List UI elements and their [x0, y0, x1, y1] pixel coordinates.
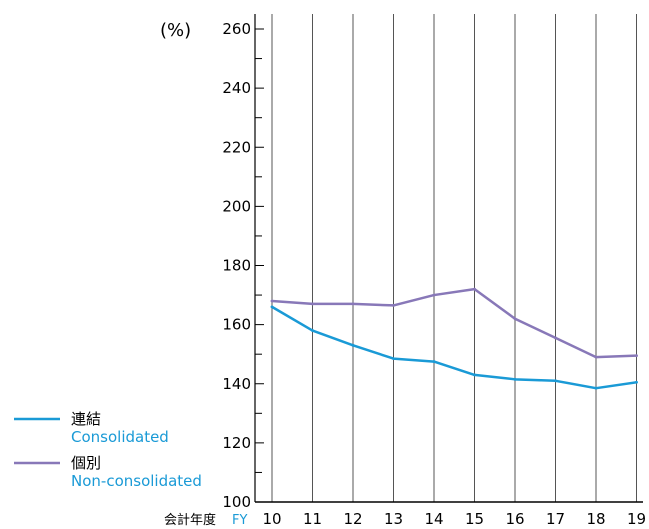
tick-labels: 100 120 140 160 180 200 220 240 260 10 11 12 13 14 15 1…	[222, 20, 646, 528]
legend-non-consolidated-jp: 個別	[71, 454, 101, 472]
data-point	[432, 293, 436, 297]
y-tick-label: 260	[222, 20, 251, 38]
series-line-consolidated	[270, 305, 638, 390]
legend-non-consolidated-en: Non-consolidated	[71, 472, 202, 490]
y-axis	[254, 14, 643, 503]
data-point	[311, 302, 314, 306]
x-tick-label: 16	[505, 510, 524, 528]
x-tick-label: 18	[586, 510, 605, 528]
x-axis-label-en: FY	[232, 513, 247, 528]
data-point	[513, 317, 517, 321]
x-tick-label: 15	[465, 510, 484, 528]
y-tick-label: 180	[222, 257, 251, 275]
legend: 連結 Consolidated 個別 Non-consolidated	[14, 410, 202, 490]
data-point	[473, 373, 476, 377]
y-unit-label: (%)	[160, 20, 191, 41]
data-point	[311, 329, 314, 332]
series-line-non-consolidated	[270, 287, 638, 359]
x-tick-label: 17	[546, 510, 565, 528]
data-point	[635, 380, 638, 384]
y-tick-label: 220	[222, 138, 251, 156]
y-tick-label: 160	[222, 316, 251, 334]
x-tick-label: 10	[262, 510, 281, 528]
data-point	[513, 377, 517, 381]
x-tick-label: 13	[384, 510, 403, 528]
legend-consolidated-jp: 連結	[71, 410, 101, 428]
data-point	[270, 299, 274, 303]
y-tick-label: 200	[222, 197, 251, 215]
y-tick-label: 120	[222, 434, 251, 452]
x-axis-label-jp: 会計年度	[164, 512, 216, 528]
x-tick-label: 11	[303, 510, 322, 528]
data-point	[392, 304, 395, 307]
y-tick-label: 140	[222, 375, 251, 393]
data-point	[554, 336, 557, 340]
data-point	[270, 305, 274, 309]
y-tick-label: 240	[222, 79, 251, 97]
grid-layer	[271, 14, 637, 502]
data-point	[351, 302, 355, 306]
data-point	[594, 386, 598, 390]
data-point	[392, 357, 395, 361]
data-point	[554, 379, 557, 383]
data-point	[635, 354, 638, 358]
data-point	[473, 287, 476, 291]
legend-consolidated-en: Consolidated	[71, 428, 169, 446]
series-layer	[270, 287, 638, 390]
data-point	[351, 343, 355, 347]
data-point	[432, 360, 436, 363]
x-tick-label: 19	[627, 510, 646, 528]
data-point	[594, 355, 598, 359]
x-tick-label: 14	[424, 510, 443, 528]
y-tick-label: 100	[222, 493, 251, 511]
x-tick-label: 12	[343, 510, 362, 528]
